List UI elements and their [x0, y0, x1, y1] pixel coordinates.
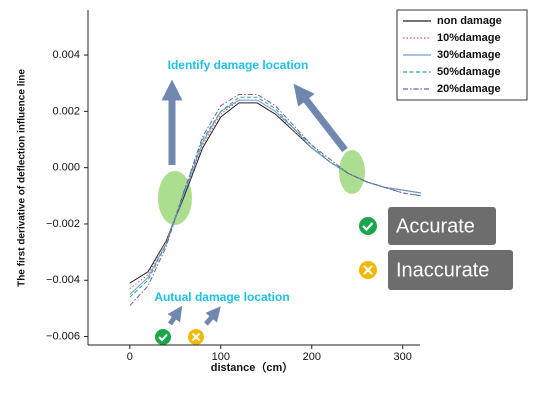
annotation: Inaccurate	[396, 259, 489, 281]
check-icon	[359, 217, 377, 235]
highlight	[339, 150, 365, 194]
legend-label: 30%damage	[437, 49, 501, 61]
label-box	[388, 250, 513, 290]
legend-label: 10%damage	[437, 32, 501, 44]
check-icon	[155, 329, 171, 345]
annotation: Identify damage location	[168, 58, 309, 72]
arrow	[293, 83, 348, 153]
x-axis-label: distance（cm）	[211, 361, 294, 374]
x-tick-label: 100	[212, 351, 230, 363]
y-tick-label: 0.004	[52, 49, 80, 61]
x-tick-label: 200	[303, 351, 321, 363]
legend: non damage 10%damage 30%damage 50%damage 20%…	[396, 9, 528, 101]
x-tick-label: 300	[394, 351, 412, 363]
series-line	[129, 93, 421, 306]
highlight	[158, 171, 192, 225]
x-tick-label: 0	[127, 351, 133, 363]
cross-icon	[359, 261, 377, 279]
cross-icon	[188, 329, 204, 345]
y-tick-label: 0.000	[52, 162, 80, 174]
arrow	[167, 305, 183, 326]
legend-label: 20%damage	[437, 83, 501, 95]
arrow	[204, 306, 221, 326]
legend-label: 50%damage	[437, 66, 501, 78]
label-box	[388, 207, 496, 245]
y-tick-label: −0.004	[46, 274, 80, 286]
decorations	[155, 79, 513, 345]
legend-label: non damage	[437, 15, 502, 27]
y-tick-label: 0.002	[52, 105, 80, 117]
annotation: Accurate	[396, 215, 475, 237]
y-tick-label: −0.006	[46, 330, 80, 342]
y-axis-label: The first derivative of deflection influ…	[17, 69, 28, 287]
y-tick-label: −0.002	[46, 218, 80, 230]
annotation: Autual damage location	[154, 290, 289, 304]
